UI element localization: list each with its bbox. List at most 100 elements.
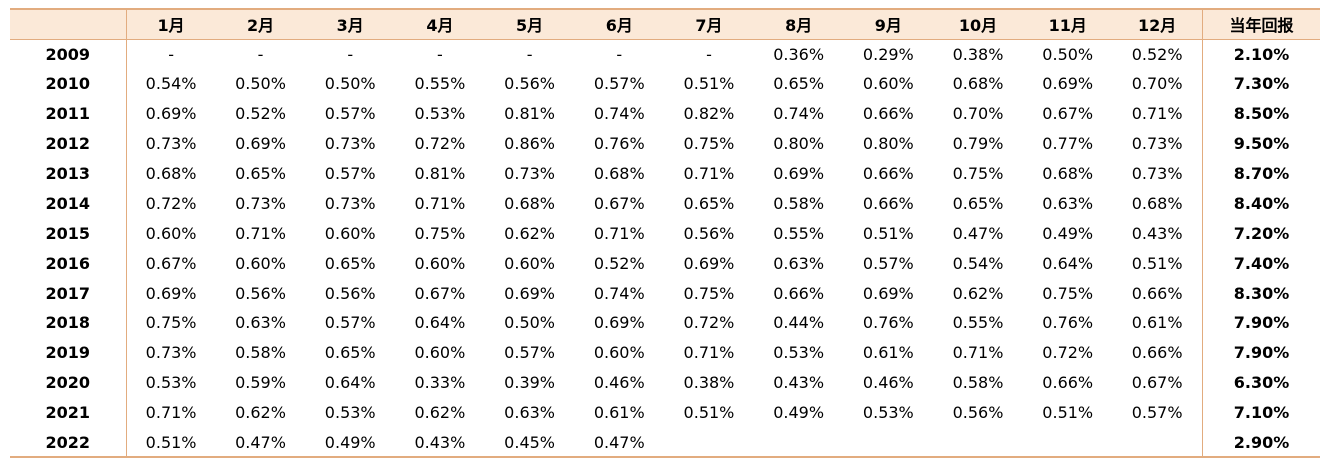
table-row: 2015 0.60% 0.71% 0.60% 0.75% 0.62% 0.71% 0.56% 0… [10, 218, 1321, 249]
monthly-return-cell: 0.63% [773, 253, 825, 273]
monthly-return-cell: 0.60% [593, 343, 645, 363]
monthly-return-cell: 0.63% [504, 403, 555, 423]
monthly-return-cell: - [616, 44, 623, 64]
monthly-return-cell [664, 428, 754, 458]
monthly-return-cell: 0.73% [1131, 164, 1183, 183]
table-row: 2022 0.51% 0.47% 0.49% 0.43% 0.45% 0.47% 2.90% [10, 427, 1321, 458]
header-month: 2月 [246, 16, 275, 36]
monthly-return-cell: 0.75% [145, 313, 197, 333]
monthly-return-cell: 0.51% [683, 74, 735, 94]
monthly-return-cell: 0.75% [683, 134, 735, 154]
monthly-return-cell: 0.76% [862, 313, 914, 333]
monthly-return-cell: 0.47% [593, 432, 645, 452]
monthly-return-cell: 0.74% [593, 283, 645, 303]
header-month: 10月 [958, 16, 998, 36]
monthly-return-cell: 0.62% [952, 283, 1004, 303]
monthly-return-cell: 0.71% [145, 403, 197, 423]
row-year: 2009 [10, 39, 127, 69]
monthly-return-cell: 0.60% [414, 253, 466, 273]
table-row: 2018 0.75% 0.63% 0.57% 0.64% 0.50% 0.69% 0.72% 0… [10, 308, 1321, 338]
monthly-return-cell: 0.51% [683, 403, 735, 423]
monthly-return-cell: 0.58% [235, 343, 286, 363]
monthly-return-cell: 0.80% [773, 134, 825, 154]
monthly-return-cell: 0.70% [952, 104, 1004, 124]
monthly-return-cell: 0.71% [235, 223, 286, 243]
monthly-return-cell: 0.68% [1042, 164, 1094, 183]
monthly-return-cell: 0.60% [235, 253, 286, 273]
annual-return-cell: 7.40% [1201, 248, 1321, 279]
monthly-return-cell: 0.43% [1131, 223, 1183, 243]
monthly-return-cell: 0.63% [1042, 193, 1094, 213]
monthly-return-cell: 0.67% [145, 253, 197, 273]
monthly-return-cell: 0.49% [1042, 223, 1094, 243]
monthly-return-cell: 0.67% [414, 283, 466, 303]
row-year: 2016 [10, 248, 127, 279]
monthly-return-cell: 0.80% [862, 134, 914, 154]
table-row: 2010 0.54% 0.50% 0.50% 0.55% 0.56% 0.57% 0.51% 0… [10, 68, 1321, 99]
monthly-return-cell: 0.71% [952, 343, 1004, 363]
monthly-return-cell: 0.65% [324, 343, 376, 363]
header-month: 12月 [1138, 16, 1177, 36]
monthly-return-cell: 0.66% [862, 193, 914, 213]
row-year: 2013 [10, 158, 127, 189]
table-row: 2013 0.68% 0.65% 0.57% 0.81% 0.73% 0.68% 0.71% 0… [10, 158, 1321, 189]
monthly-return-cell: 0.54% [145, 74, 197, 94]
monthly-return-cell: 0.72% [1042, 343, 1094, 363]
monthly-return-cell: 0.50% [324, 74, 376, 94]
monthly-return-cell: 0.75% [683, 283, 735, 303]
monthly-return-cell: 0.33% [414, 373, 466, 393]
monthly-return-cell: 0.73% [145, 343, 197, 363]
monthly-return-cell [754, 428, 844, 458]
monthly-return-cell: 0.71% [593, 223, 645, 243]
monthly-return-cell: 0.53% [324, 403, 376, 423]
monthly-return-cell: 0.66% [862, 164, 914, 183]
monthly-return-cell: 0.53% [414, 104, 466, 124]
monthly-return-cell [1113, 428, 1203, 458]
monthly-return-cell: 0.51% [1131, 253, 1183, 273]
monthly-return-cell: 0.69% [145, 104, 197, 124]
monthly-return-cell: 0.58% [773, 193, 825, 213]
table-row: 2009 - - - - - - - 0.36% 0.29% 0.38% 0.50% 0.52% 2.10… [10, 39, 1321, 69]
row-year: 2012 [10, 128, 127, 159]
row-year: 2020 [10, 367, 127, 398]
header-month: 11月 [1048, 16, 1087, 36]
monthly-return-cell: 0.55% [773, 223, 825, 243]
monthly-return-cell: 0.57% [504, 343, 555, 363]
header-month: 5月 [516, 16, 544, 36]
monthly-return-cell: 0.58% [952, 373, 1004, 393]
monthly-return-cell: 0.68% [952, 74, 1004, 94]
monthly-return-cell: 0.60% [324, 223, 376, 243]
monthly-return-cell: 0.66% [1131, 283, 1183, 303]
monthly-return-cell: 0.57% [324, 313, 376, 333]
annual-return-cell: 7.90% [1201, 308, 1321, 338]
monthly-return-cell: 0.65% [683, 193, 735, 213]
monthly-return-cell: 0.36% [773, 44, 825, 64]
table-row: 2021 0.71% 0.62% 0.53% 0.62% 0.63% 0.61% 0.51% 0… [10, 397, 1321, 428]
monthly-return-cell: - [437, 44, 443, 64]
monthly-return-cell: 0.55% [414, 74, 466, 94]
monthly-return-cell: 0.68% [145, 164, 197, 183]
monthly-return-cell [844, 428, 934, 458]
annual-return-cell: 8.30% [1201, 278, 1321, 309]
row-year: 2021 [10, 397, 127, 428]
monthly-return-cell: 0.59% [235, 373, 286, 393]
header-year [10, 9, 127, 39]
monthly-return-cell: 0.57% [1131, 403, 1183, 423]
header-month: 9月 [874, 16, 902, 36]
monthly-return-cell: 0.79% [952, 134, 1004, 154]
monthly-return-cell: 0.86% [504, 134, 555, 154]
monthly-return-cell: 0.66% [1042, 373, 1094, 393]
table-row: 2016 0.67% 0.60% 0.65% 0.60% 0.60% 0.52% 0.69% 0… [10, 248, 1321, 279]
row-year: 2014 [10, 188, 127, 219]
monthly-return-cell: 0.50% [504, 313, 555, 333]
monthly-return-cell: 0.61% [593, 403, 645, 423]
monthly-return-cell: - [706, 44, 712, 64]
monthly-return-cell: 0.61% [862, 343, 914, 363]
monthly-return-cell: 0.60% [414, 343, 466, 363]
monthly-return-cell: 0.46% [862, 373, 914, 393]
annual-return-cell: 7.30% [1201, 68, 1321, 99]
header-month: 1月 [157, 16, 185, 36]
monthly-return-cell: 0.74% [773, 104, 825, 124]
monthly-return-cell: 0.62% [414, 403, 466, 423]
monthly-return-cell: 0.53% [773, 343, 825, 363]
